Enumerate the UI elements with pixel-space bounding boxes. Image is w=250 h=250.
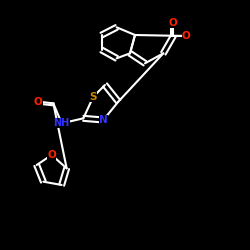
Text: O: O [34,97,43,107]
Text: O: O [182,31,190,41]
Text: S: S [90,92,97,102]
Text: O: O [47,150,56,160]
Text: NH: NH [54,118,70,128]
Text: O: O [169,18,178,28]
Text: N: N [99,115,108,125]
